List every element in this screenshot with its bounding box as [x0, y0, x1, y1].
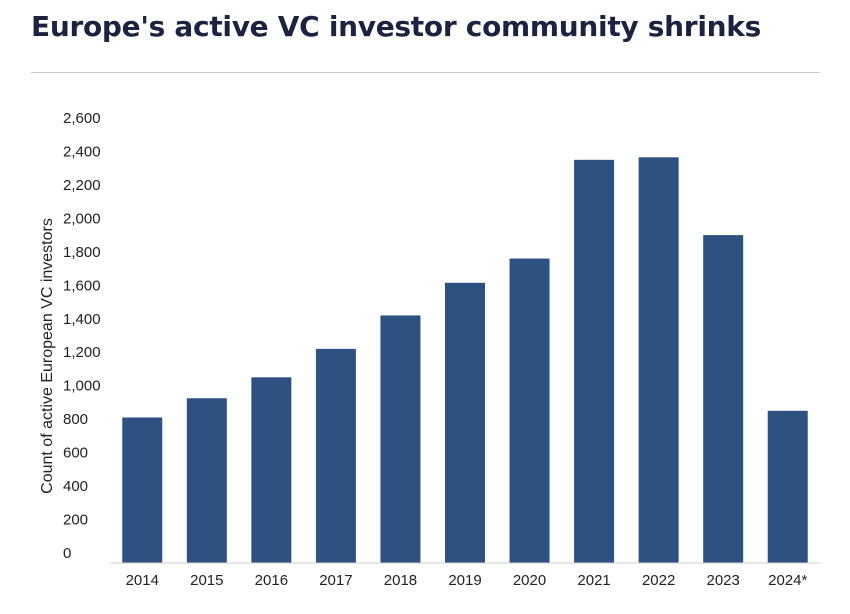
- y-tick-label: 800: [63, 411, 88, 428]
- x-tick-label: 2019: [448, 572, 481, 589]
- y-axis-ticks: 0 200 400 600 800 1,000 1,200 1,400 1,600 1,800 2,…: [63, 110, 101, 562]
- bar-2019: [445, 282, 485, 563]
- y-tick-label: 1,000: [63, 378, 101, 395]
- y-axis-title-group: Count of active European VC investors: [39, 218, 56, 494]
- y-tick-label: 2,000: [63, 210, 101, 227]
- x-tick-label: 2024*: [768, 572, 807, 589]
- y-tick-label: 400: [63, 478, 88, 495]
- y-tick-label: 600: [63, 445, 88, 462]
- title-divider: [31, 72, 820, 73]
- x-tick-label: 2022: [642, 572, 675, 589]
- bar-2022: [638, 157, 679, 563]
- y-tick-label: 1,400: [63, 311, 101, 328]
- x-tick-label: 2017: [319, 572, 352, 589]
- bar-2014: [122, 417, 163, 563]
- y-tick-label: 0: [63, 545, 71, 562]
- x-tick-label: 2016: [255, 572, 288, 589]
- y-tick-label: 2,200: [63, 177, 101, 194]
- bar-2024: [767, 410, 808, 563]
- x-tick-label: 2015: [190, 572, 223, 589]
- bar-2017: [315, 348, 356, 563]
- x-tick-label: 2021: [577, 572, 610, 589]
- bar-2016: [251, 377, 292, 563]
- y-tick-label: 200: [63, 512, 88, 529]
- bars: [122, 157, 808, 564]
- y-tick-label: 2,400: [63, 143, 101, 160]
- bar-2020: [509, 258, 550, 563]
- y-tick-label: 1,600: [63, 277, 101, 294]
- x-tick-label: 2014: [126, 572, 159, 589]
- x-axis-ticks: 2014 2015 2016 2017 2018 2019 2020 2021 2022 2023…: [126, 572, 808, 589]
- bar-2021: [574, 159, 615, 564]
- x-tick-label: 2018: [384, 572, 417, 589]
- bar-2015: [186, 398, 227, 563]
- y-tick-label: 1,200: [63, 344, 101, 361]
- y-axis-title: Count of active European VC investors: [39, 218, 56, 494]
- x-tick-label: 2023: [706, 572, 739, 589]
- chart-title: Europe's active VC investor community sh…: [31, 10, 761, 43]
- x-tick-label: 2020: [513, 572, 546, 589]
- y-tick-label: 1,800: [63, 244, 101, 261]
- bar-2023: [703, 235, 744, 563]
- y-tick-label: 2,600: [63, 110, 101, 127]
- bar-2018: [380, 315, 421, 563]
